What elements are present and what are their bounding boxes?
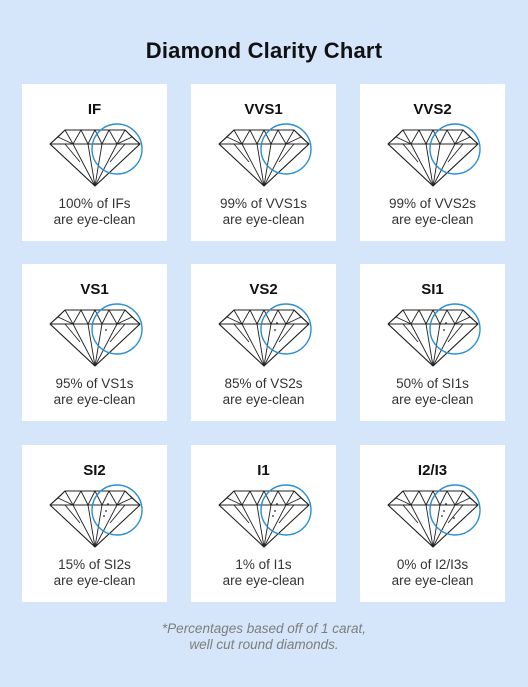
clarity-card-i1: I1 1% of I1s are eye-clean [191, 445, 336, 602]
eye-clean-caption: are eye-clean [53, 573, 136, 588]
clarity-grade-label: I2/I3 [417, 462, 448, 479]
inclusion-dot [445, 322, 447, 324]
clarity-grade-label: SI1 [421, 281, 444, 298]
eye-clean-percentage: 1% of I1s [235, 557, 292, 572]
diamond-icon [49, 123, 143, 187]
eye-clean-caption: are eye-clean [391, 392, 474, 407]
eye-clean-caption: are eye-clean [391, 573, 474, 588]
inclusion-dot [274, 510, 276, 512]
clarity-card-i2-i3: I2/I3 0% of I2/I3s are eye-clean [360, 445, 505, 602]
clarity-grade-label: VS1 [80, 281, 109, 298]
clarity-card-vvs2: VVS2 99% of VVS2s are eye-clean [360, 84, 505, 241]
magnifier-circle [260, 303, 312, 355]
inclusion-dot [445, 503, 447, 505]
eye-clean-percentage: 100% of IFs [58, 196, 131, 211]
footnote-line-2: well cut round diamonds. [189, 637, 339, 652]
magnifier-circle [91, 303, 143, 355]
eye-clean-percentage: 95% of VS1s [55, 376, 134, 391]
magnifier-circle [91, 123, 143, 175]
magnifier-circle [429, 303, 481, 355]
inclusion-dot [105, 329, 107, 331]
inclusion-dot [276, 322, 278, 324]
clarity-card-vs2: VS2 85% of VS2s are eye-clean [191, 264, 336, 421]
eye-clean-percentage: 0% of I2/I3s [396, 557, 469, 572]
page-title: Diamond Clarity Chart [145, 38, 383, 63]
inclusion-dot [443, 510, 445, 512]
magnifier-circle [260, 484, 312, 536]
inclusion-dot [453, 517, 455, 519]
clarity-card-if: IF 100% of IFs are eye-clean [22, 84, 167, 241]
footnote-line-1: *Percentages based off of 1 carat, [161, 621, 367, 636]
clarity-card-vs1: VS1 95% of VS1s are eye-clean [22, 264, 167, 421]
eye-clean-caption: are eye-clean [53, 392, 136, 407]
magnifier-circle [260, 123, 312, 175]
eye-clean-caption: are eye-clean [222, 573, 305, 588]
eye-clean-percentage: 99% of VVS1s [219, 196, 308, 211]
diamond-icon [49, 484, 143, 548]
clarity-grade-label: VVS2 [413, 101, 452, 118]
diamond-icon [387, 123, 481, 187]
eye-clean-percentage: 99% of VVS2s [388, 196, 477, 211]
inclusion-dot [443, 329, 445, 331]
inclusion-dot [105, 510, 107, 512]
diamond-icon [218, 303, 312, 367]
clarity-card-si1: SI1 50% of SI1s are eye-clean [360, 264, 505, 421]
diamond-icon [49, 303, 143, 367]
clarity-grade-label: I1 [257, 462, 270, 479]
eye-clean-caption: are eye-clean [222, 392, 305, 407]
clarity-grade-label: IF [87, 101, 102, 118]
clarity-card-vvs1: VVS1 99% of VVS1s are eye-clean [191, 84, 336, 241]
diamond-icon [218, 484, 312, 548]
inclusion-dot [107, 503, 109, 505]
inclusion-dot [441, 515, 443, 517]
eye-clean-caption: are eye-clean [53, 212, 136, 227]
diamond-icon [387, 484, 481, 548]
inclusion-dot [272, 515, 274, 517]
magnifier-circle [429, 484, 481, 536]
diamond-icon [387, 303, 481, 367]
clarity-grade-label: VVS1 [244, 101, 283, 118]
clarity-card-si2: SI2 15% of SI2s are eye-clean [22, 445, 167, 602]
eye-clean-percentage: 85% of VS2s [224, 376, 303, 391]
diamond-icon [218, 123, 312, 187]
inclusion-dot [103, 515, 105, 517]
eye-clean-caption: are eye-clean [222, 212, 305, 227]
inclusion-dot [274, 329, 276, 331]
eye-clean-percentage: 15% of SI2s [58, 557, 131, 572]
eye-clean-percentage: 50% of SI1s [396, 376, 469, 391]
eye-clean-caption: are eye-clean [391, 212, 474, 227]
inclusion-dot [276, 503, 278, 505]
clarity-grade-label: VS2 [249, 281, 278, 298]
clarity-grade-label: SI2 [83, 462, 106, 479]
magnifier-circle [91, 484, 143, 536]
magnifier-circle [429, 123, 481, 175]
